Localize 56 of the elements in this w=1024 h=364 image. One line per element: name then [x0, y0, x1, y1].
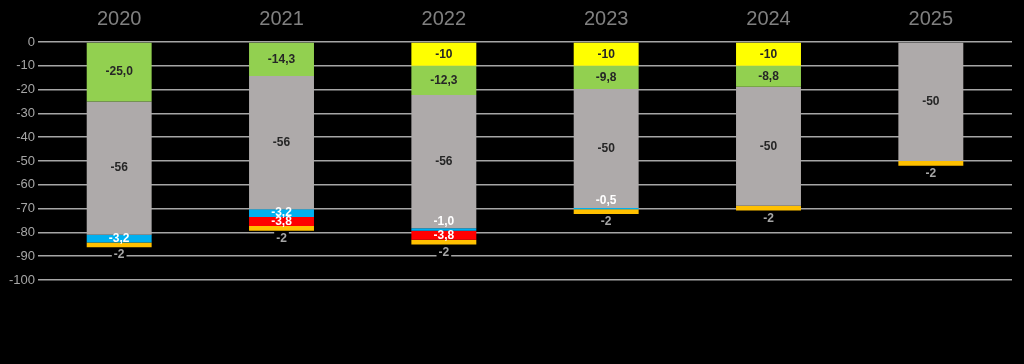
- data-label: -10: [597, 46, 616, 61]
- x-tick-label: 2021: [259, 6, 304, 29]
- data-label: -2: [925, 166, 937, 181]
- y-tick-label: -70: [16, 200, 36, 216]
- bar: [411, 228, 477, 231]
- bar: [736, 65, 801, 87]
- bar: [573, 209, 639, 215]
- y-tick-label: -60: [16, 176, 36, 192]
- bar: [736, 42, 801, 66]
- data-label: -12,3: [430, 72, 458, 87]
- data-label: -2: [600, 214, 612, 229]
- bar: [411, 239, 477, 245]
- data-label: -10: [435, 46, 453, 61]
- bar: [249, 42, 314, 77]
- data-label: -0,5: [595, 193, 617, 208]
- data-label: -2: [438, 244, 450, 259]
- bar: [411, 65, 477, 96]
- data-label: -56: [435, 154, 453, 169]
- data-label: -8,8: [758, 68, 780, 83]
- x-tick-label: 2022: [421, 6, 467, 29]
- data-label: -56: [272, 134, 291, 149]
- data-label: -2: [276, 231, 288, 246]
- bar: [86, 42, 152, 102]
- data-label: -2: [113, 247, 125, 262]
- bar: [249, 225, 314, 231]
- data-label: -9,8: [595, 69, 617, 84]
- y-tick-label: -40: [16, 128, 36, 144]
- data-label: -3,8: [433, 227, 455, 242]
- y-tick-label: -50: [16, 152, 36, 168]
- y-tick-label: -80: [16, 223, 36, 239]
- data-label: -3,2: [108, 230, 130, 245]
- data-label: -25,0: [105, 64, 134, 79]
- data-label: -14,3: [267, 51, 296, 66]
- x-tick-label: 2025: [908, 6, 954, 29]
- y-tick-label: -10: [16, 57, 36, 73]
- bar: [736, 205, 801, 211]
- x-tick-label: 2023: [583, 6, 629, 29]
- bar: [573, 42, 639, 66]
- data-label: -2: [763, 210, 775, 225]
- y-tick-label: -30: [16, 104, 36, 120]
- data-label: -10: [759, 46, 778, 61]
- y-tick-label: -100: [8, 271, 36, 287]
- x-tick-label: 2024: [746, 6, 791, 29]
- data-label: -1,0: [433, 213, 455, 228]
- data-label: -56: [110, 160, 129, 175]
- bar: [573, 65, 639, 90]
- y-tick-label: 0: [27, 33, 36, 49]
- y-tick-label: -90: [16, 247, 36, 263]
- bar: [898, 161, 964, 166]
- bar: [86, 242, 152, 248]
- x-tick-label: 2020: [96, 6, 142, 29]
- y-tick-label: -20: [16, 81, 36, 97]
- data-label: -50: [922, 94, 940, 109]
- bar: [411, 42, 477, 66]
- data-label: -50: [597, 140, 616, 155]
- data-label: -50: [759, 138, 778, 153]
